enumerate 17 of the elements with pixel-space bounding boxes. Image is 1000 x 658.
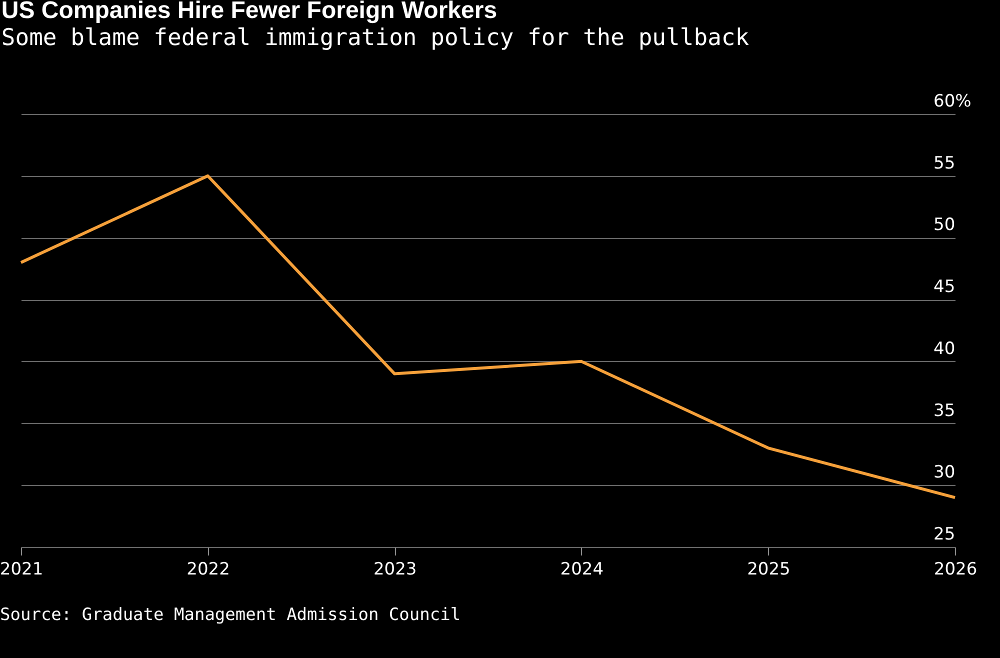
- y-tick-label: 60%: [934, 92, 972, 112]
- y-tick-label: 45: [934, 277, 956, 298]
- y-tick-label: 30: [934, 462, 956, 483]
- y-tick-label: 40: [934, 338, 956, 359]
- y-tick-label: 50: [934, 215, 956, 236]
- x-tick-label: 2026: [934, 560, 978, 580]
- x-tick-label: 2021: [0, 560, 44, 580]
- x-tick-label: 2024: [560, 560, 604, 580]
- x-tick-label: 2025: [747, 560, 790, 580]
- chart-title: US Companies Hire Fewer Foreign Workers: [1, 0, 498, 24]
- x-tick-label: 2023: [373, 560, 417, 580]
- x-tick-label: 2022: [186, 560, 230, 580]
- source-note: Source: Graduate Management Admission Council: [0, 605, 461, 625]
- y-tick-label: 35: [934, 400, 956, 421]
- y-tick-label: 25: [934, 524, 956, 544]
- y-tick-label: 55: [934, 153, 956, 174]
- chart-subtitle: Some blame federal immigration policy for the pullback: [1, 25, 750, 51]
